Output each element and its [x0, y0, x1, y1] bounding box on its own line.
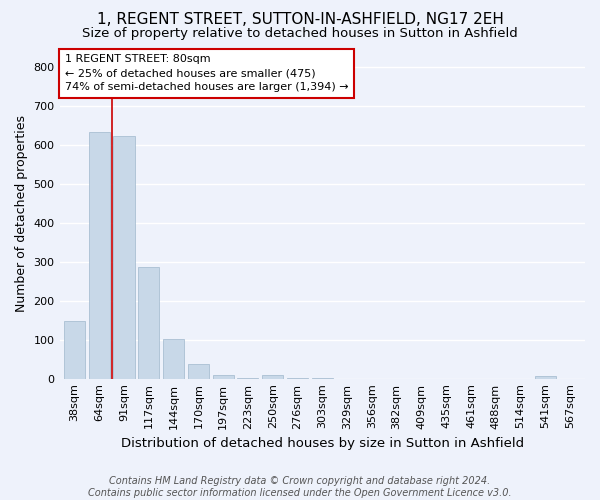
Bar	[113, 136, 134, 378]
Bar	[89, 132, 110, 378]
Bar	[262, 375, 283, 378]
Text: Contains HM Land Registry data © Crown copyright and database right 2024.
Contai: Contains HM Land Registry data © Crown c…	[88, 476, 512, 498]
Y-axis label: Number of detached properties: Number of detached properties	[15, 114, 28, 312]
Text: 1, REGENT STREET, SUTTON-IN-ASHFIELD, NG17 2EH: 1, REGENT STREET, SUTTON-IN-ASHFIELD, NG…	[97, 12, 503, 28]
Text: 1 REGENT STREET: 80sqm
← 25% of detached houses are smaller (475)
74% of semi-de: 1 REGENT STREET: 80sqm ← 25% of detached…	[65, 54, 349, 92]
Bar	[535, 376, 556, 378]
Bar	[138, 267, 160, 378]
Bar	[212, 375, 233, 378]
Bar	[163, 340, 184, 378]
Bar	[188, 364, 209, 378]
Bar	[64, 321, 85, 378]
Text: Size of property relative to detached houses in Sutton in Ashfield: Size of property relative to detached ho…	[82, 28, 518, 40]
X-axis label: Distribution of detached houses by size in Sutton in Ashfield: Distribution of detached houses by size …	[121, 437, 524, 450]
